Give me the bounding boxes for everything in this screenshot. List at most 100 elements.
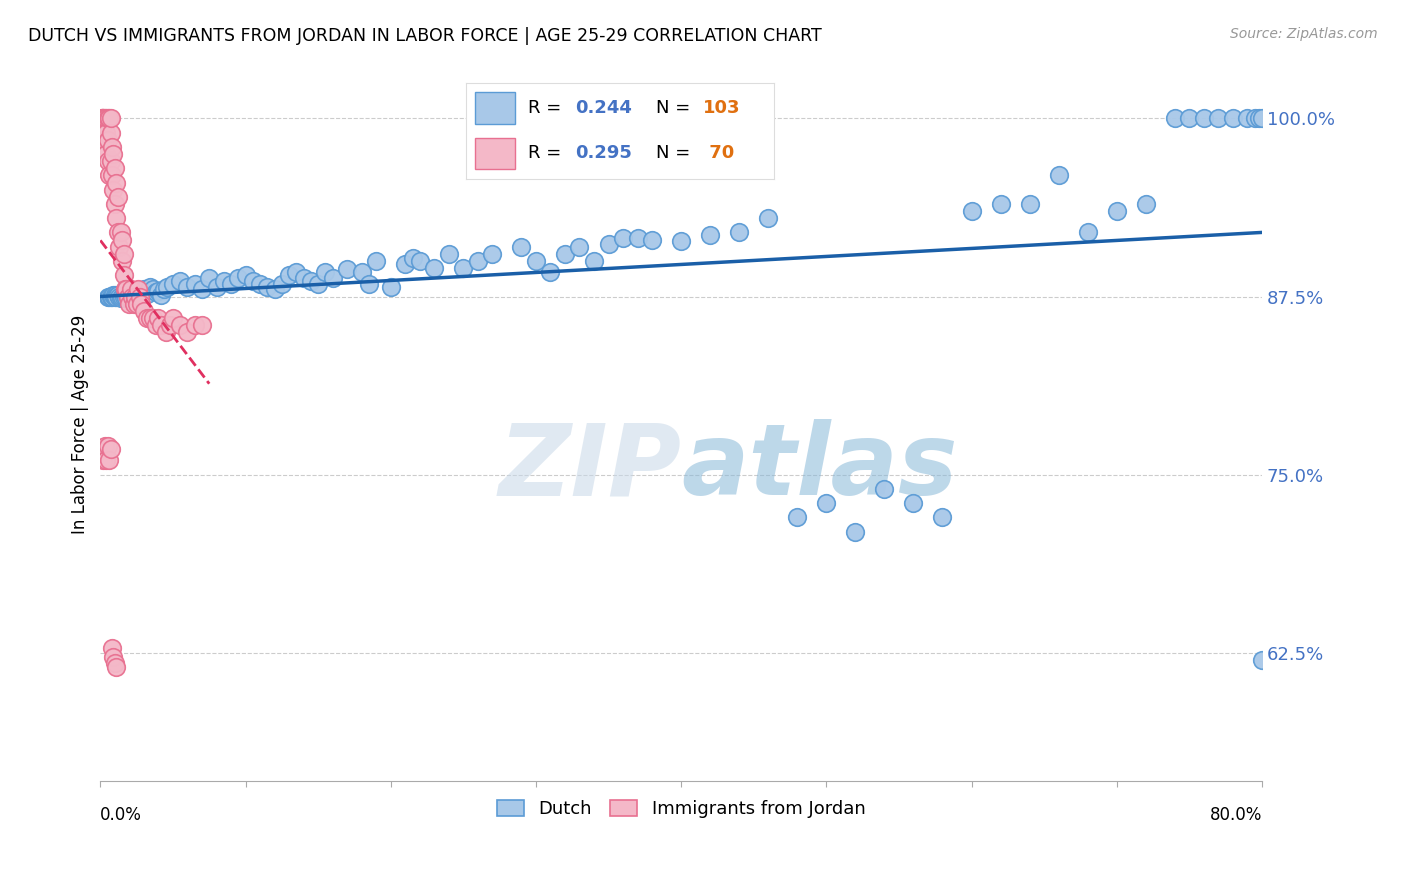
Point	[510, 240, 533, 254]
Point	[97, 133, 120, 147]
Point	[121, 289, 143, 303]
Point	[100, 442, 122, 456]
Point	[124, 289, 146, 303]
Text: DUTCH VS IMMIGRANTS FROM JORDAN IN LABOR FORCE | AGE 25-29 CORRELATION CHART: DUTCH VS IMMIGRANTS FROM JORDAN IN LABOR…	[28, 27, 823, 45]
Point	[91, 112, 114, 126]
Point	[91, 126, 114, 140]
Point	[104, 289, 127, 303]
Point	[135, 286, 157, 301]
Point	[169, 274, 191, 288]
Point	[285, 265, 308, 279]
Point	[350, 265, 373, 279]
Point	[122, 296, 145, 310]
Point	[1077, 226, 1099, 240]
Point	[212, 274, 235, 288]
Point	[105, 289, 128, 303]
Point	[669, 234, 692, 248]
Point	[112, 289, 135, 303]
Point	[150, 288, 173, 302]
Point	[815, 496, 838, 510]
Point	[111, 289, 134, 303]
Point	[118, 289, 141, 303]
Point	[453, 260, 475, 275]
Point	[554, 246, 576, 260]
Point	[612, 231, 634, 245]
Point	[844, 524, 866, 539]
Point	[115, 282, 138, 296]
Point	[127, 282, 149, 296]
Point	[150, 318, 173, 332]
Point	[183, 277, 205, 291]
Point	[176, 325, 198, 339]
Point	[1251, 653, 1274, 667]
Point	[132, 282, 155, 296]
Point	[235, 268, 257, 282]
Point	[124, 288, 146, 302]
Point	[101, 140, 124, 154]
Point	[322, 271, 344, 285]
Point	[90, 112, 112, 126]
Point	[1192, 112, 1215, 126]
Point	[162, 277, 184, 291]
Point	[96, 453, 118, 467]
Point	[191, 282, 214, 296]
Point	[336, 262, 359, 277]
Point	[108, 289, 131, 303]
Point	[100, 154, 122, 169]
Point	[105, 211, 128, 226]
Point	[121, 288, 143, 302]
Point	[401, 251, 423, 265]
Point	[104, 288, 127, 302]
Point	[307, 277, 329, 291]
Point	[93, 133, 115, 147]
Point	[960, 204, 983, 219]
Point	[903, 496, 925, 510]
Point	[97, 289, 120, 303]
Point	[155, 325, 177, 339]
Point	[115, 291, 138, 305]
Point	[98, 453, 121, 467]
Point	[90, 112, 112, 126]
Point	[97, 112, 120, 126]
Point	[117, 289, 139, 303]
Point	[117, 289, 139, 303]
Point	[299, 274, 322, 288]
Point	[380, 279, 402, 293]
Point	[162, 310, 184, 325]
Point	[129, 296, 152, 310]
Point	[169, 318, 191, 332]
Point	[120, 282, 142, 296]
Point	[103, 288, 125, 302]
Point	[112, 246, 135, 260]
Point	[104, 656, 127, 670]
Point	[156, 279, 179, 293]
Point	[96, 112, 118, 126]
Point	[1164, 112, 1187, 126]
Point	[101, 289, 124, 303]
Point	[626, 231, 648, 245]
Point	[409, 253, 432, 268]
Point	[135, 310, 157, 325]
Point	[104, 161, 127, 176]
Point	[93, 439, 115, 453]
Point	[97, 154, 120, 169]
Point	[699, 228, 721, 243]
Legend: Dutch, Immigrants from Jordan: Dutch, Immigrants from Jordan	[489, 793, 873, 825]
Point	[105, 660, 128, 674]
Point	[786, 510, 808, 524]
Point	[1047, 169, 1070, 183]
Text: Source: ZipAtlas.com: Source: ZipAtlas.com	[1230, 27, 1378, 41]
Point	[481, 246, 503, 260]
Text: atlas: atlas	[681, 419, 957, 516]
Point	[1135, 197, 1157, 211]
Point	[138, 310, 160, 325]
Text: ZIP: ZIP	[498, 419, 681, 516]
Point	[249, 277, 271, 291]
Point	[110, 291, 132, 305]
Point	[292, 271, 315, 285]
Point	[756, 211, 779, 226]
Point	[148, 310, 170, 325]
Point	[226, 271, 249, 285]
Point	[1178, 112, 1201, 126]
Point	[394, 257, 416, 271]
